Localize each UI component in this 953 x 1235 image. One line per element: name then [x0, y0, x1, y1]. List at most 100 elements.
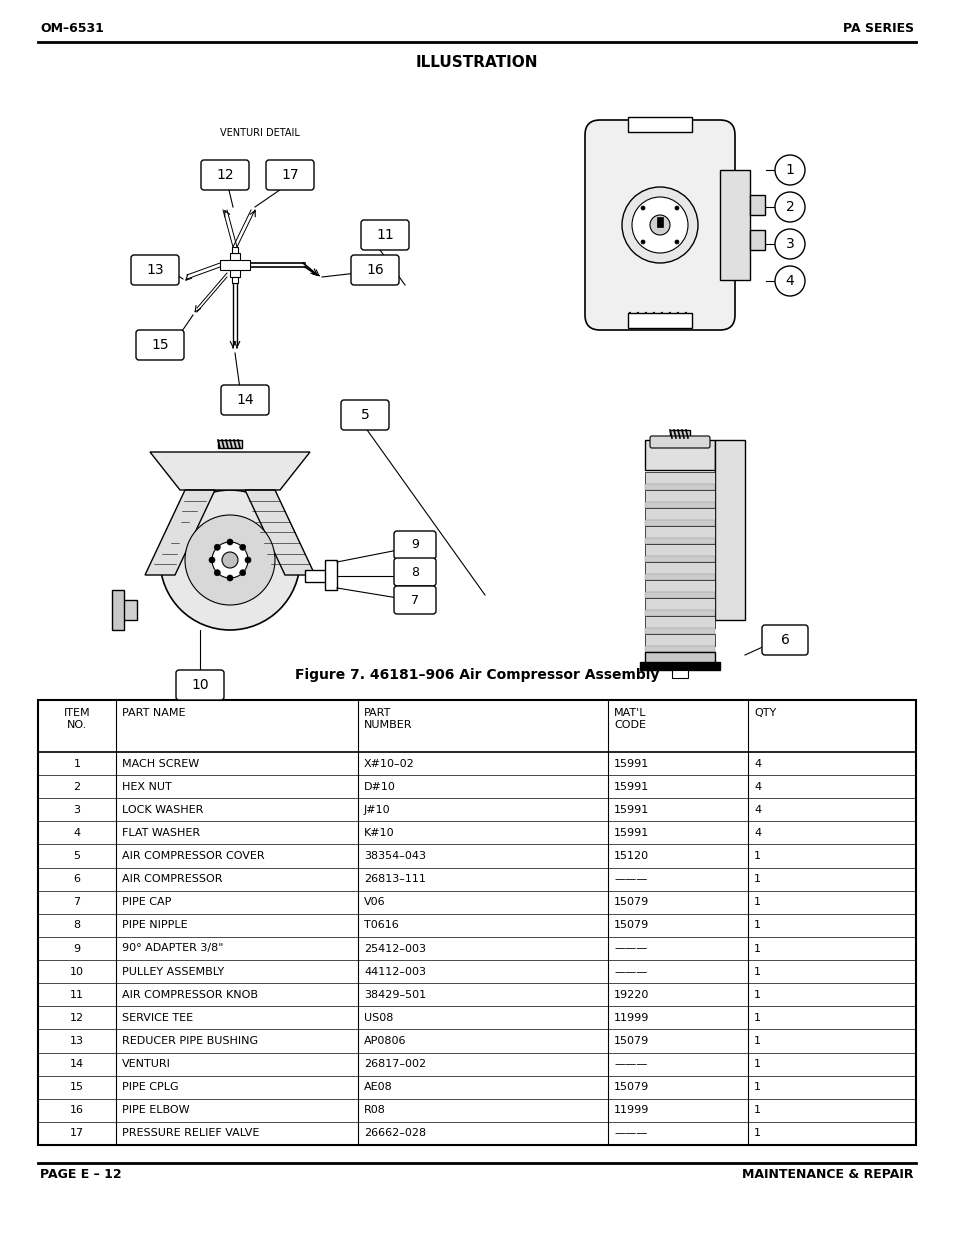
Polygon shape: [150, 452, 310, 490]
FancyBboxPatch shape: [201, 161, 249, 190]
Text: 25412–003: 25412–003: [364, 944, 426, 953]
Text: AE08: AE08: [364, 1082, 393, 1092]
Polygon shape: [245, 490, 314, 576]
Bar: [657, 217, 662, 227]
Text: AP0806: AP0806: [364, 1036, 406, 1046]
Bar: [644, 490, 714, 501]
Text: 3: 3: [73, 805, 80, 815]
Text: 38429–501: 38429–501: [364, 989, 426, 1000]
Bar: [720, 170, 749, 280]
FancyBboxPatch shape: [394, 531, 436, 559]
Text: 2: 2: [785, 200, 794, 214]
Text: 1: 1: [753, 920, 760, 930]
Circle shape: [239, 545, 246, 551]
Text: 12: 12: [216, 168, 233, 182]
Text: 15079: 15079: [614, 898, 649, 908]
FancyBboxPatch shape: [175, 671, 224, 700]
Bar: [644, 440, 714, 471]
Bar: [644, 484, 714, 490]
Text: PAGE E – 12: PAGE E – 12: [40, 1168, 121, 1181]
Bar: [644, 592, 714, 598]
Bar: [644, 580, 714, 592]
Bar: [232, 277, 237, 283]
Text: 15079: 15079: [614, 1082, 649, 1092]
Circle shape: [774, 156, 804, 185]
Circle shape: [222, 552, 237, 568]
Bar: [644, 543, 714, 556]
Text: QTY: QTY: [753, 708, 776, 718]
Text: 19220: 19220: [614, 989, 649, 1000]
Text: 17: 17: [70, 1129, 84, 1139]
Text: 13: 13: [70, 1036, 84, 1046]
Text: ———: ———: [614, 967, 647, 977]
Bar: [749, 230, 764, 249]
Bar: [639, 662, 720, 671]
Bar: [669, 430, 689, 438]
Bar: [644, 634, 714, 646]
FancyBboxPatch shape: [351, 254, 398, 285]
Text: 15: 15: [151, 338, 169, 352]
Text: 1: 1: [753, 1105, 760, 1115]
Bar: [644, 538, 714, 543]
Text: D#10: D#10: [364, 782, 395, 792]
FancyBboxPatch shape: [340, 400, 389, 430]
Bar: [714, 440, 744, 620]
Text: 15120: 15120: [614, 851, 648, 861]
Circle shape: [212, 542, 248, 578]
Text: 10: 10: [70, 967, 84, 977]
Bar: [644, 562, 714, 574]
Text: 4: 4: [753, 805, 760, 815]
Text: 16: 16: [70, 1105, 84, 1115]
Text: PIPE CPLG: PIPE CPLG: [122, 1082, 178, 1092]
FancyBboxPatch shape: [360, 220, 409, 249]
Bar: [644, 556, 714, 562]
Text: PIPE CAP: PIPE CAP: [122, 898, 172, 908]
Text: PIPE ELBOW: PIPE ELBOW: [122, 1105, 190, 1115]
Circle shape: [675, 206, 679, 210]
Text: 26817–002: 26817–002: [364, 1060, 426, 1070]
Text: 4: 4: [753, 758, 760, 768]
Circle shape: [209, 557, 214, 563]
Text: 1: 1: [753, 1129, 760, 1139]
Text: 16: 16: [366, 263, 383, 277]
Text: 1: 1: [753, 1013, 760, 1023]
Circle shape: [640, 206, 644, 210]
Bar: [122, 600, 137, 620]
Text: PART NAME: PART NAME: [122, 708, 185, 718]
Bar: [218, 440, 242, 448]
Text: 1: 1: [753, 851, 760, 861]
Text: 1: 1: [73, 758, 80, 768]
Text: 15991: 15991: [614, 758, 649, 768]
Text: 15991: 15991: [614, 782, 649, 792]
Text: 9: 9: [411, 538, 418, 552]
FancyBboxPatch shape: [584, 120, 734, 330]
Text: 7: 7: [73, 898, 80, 908]
Text: 14: 14: [236, 393, 253, 408]
Bar: [644, 472, 714, 484]
Text: 44112–003: 44112–003: [364, 967, 426, 977]
Text: 4: 4: [753, 827, 760, 837]
Text: FLAT WASHER: FLAT WASHER: [122, 827, 200, 837]
Text: 1: 1: [753, 898, 760, 908]
Bar: [644, 629, 714, 634]
Bar: [644, 574, 714, 580]
Text: 8: 8: [73, 920, 80, 930]
Text: 15: 15: [70, 1082, 84, 1092]
Text: 1: 1: [753, 967, 760, 977]
Circle shape: [774, 266, 804, 296]
Text: 1: 1: [753, 874, 760, 884]
Bar: [671, 671, 687, 678]
Text: 90° ADAPTER 3/8": 90° ADAPTER 3/8": [122, 944, 223, 953]
Text: J#10: J#10: [364, 805, 390, 815]
Text: MACH SCREW: MACH SCREW: [122, 758, 199, 768]
FancyBboxPatch shape: [394, 585, 436, 614]
Bar: [38, 700, 915, 1145]
Text: US08: US08: [364, 1013, 393, 1023]
Bar: [644, 526, 714, 538]
Text: 4: 4: [753, 782, 760, 792]
Text: 12: 12: [70, 1013, 84, 1023]
Text: K#10: K#10: [364, 827, 395, 837]
Text: OM–6531: OM–6531: [40, 22, 104, 35]
Text: 26662–028: 26662–028: [364, 1129, 426, 1139]
Circle shape: [160, 490, 299, 630]
